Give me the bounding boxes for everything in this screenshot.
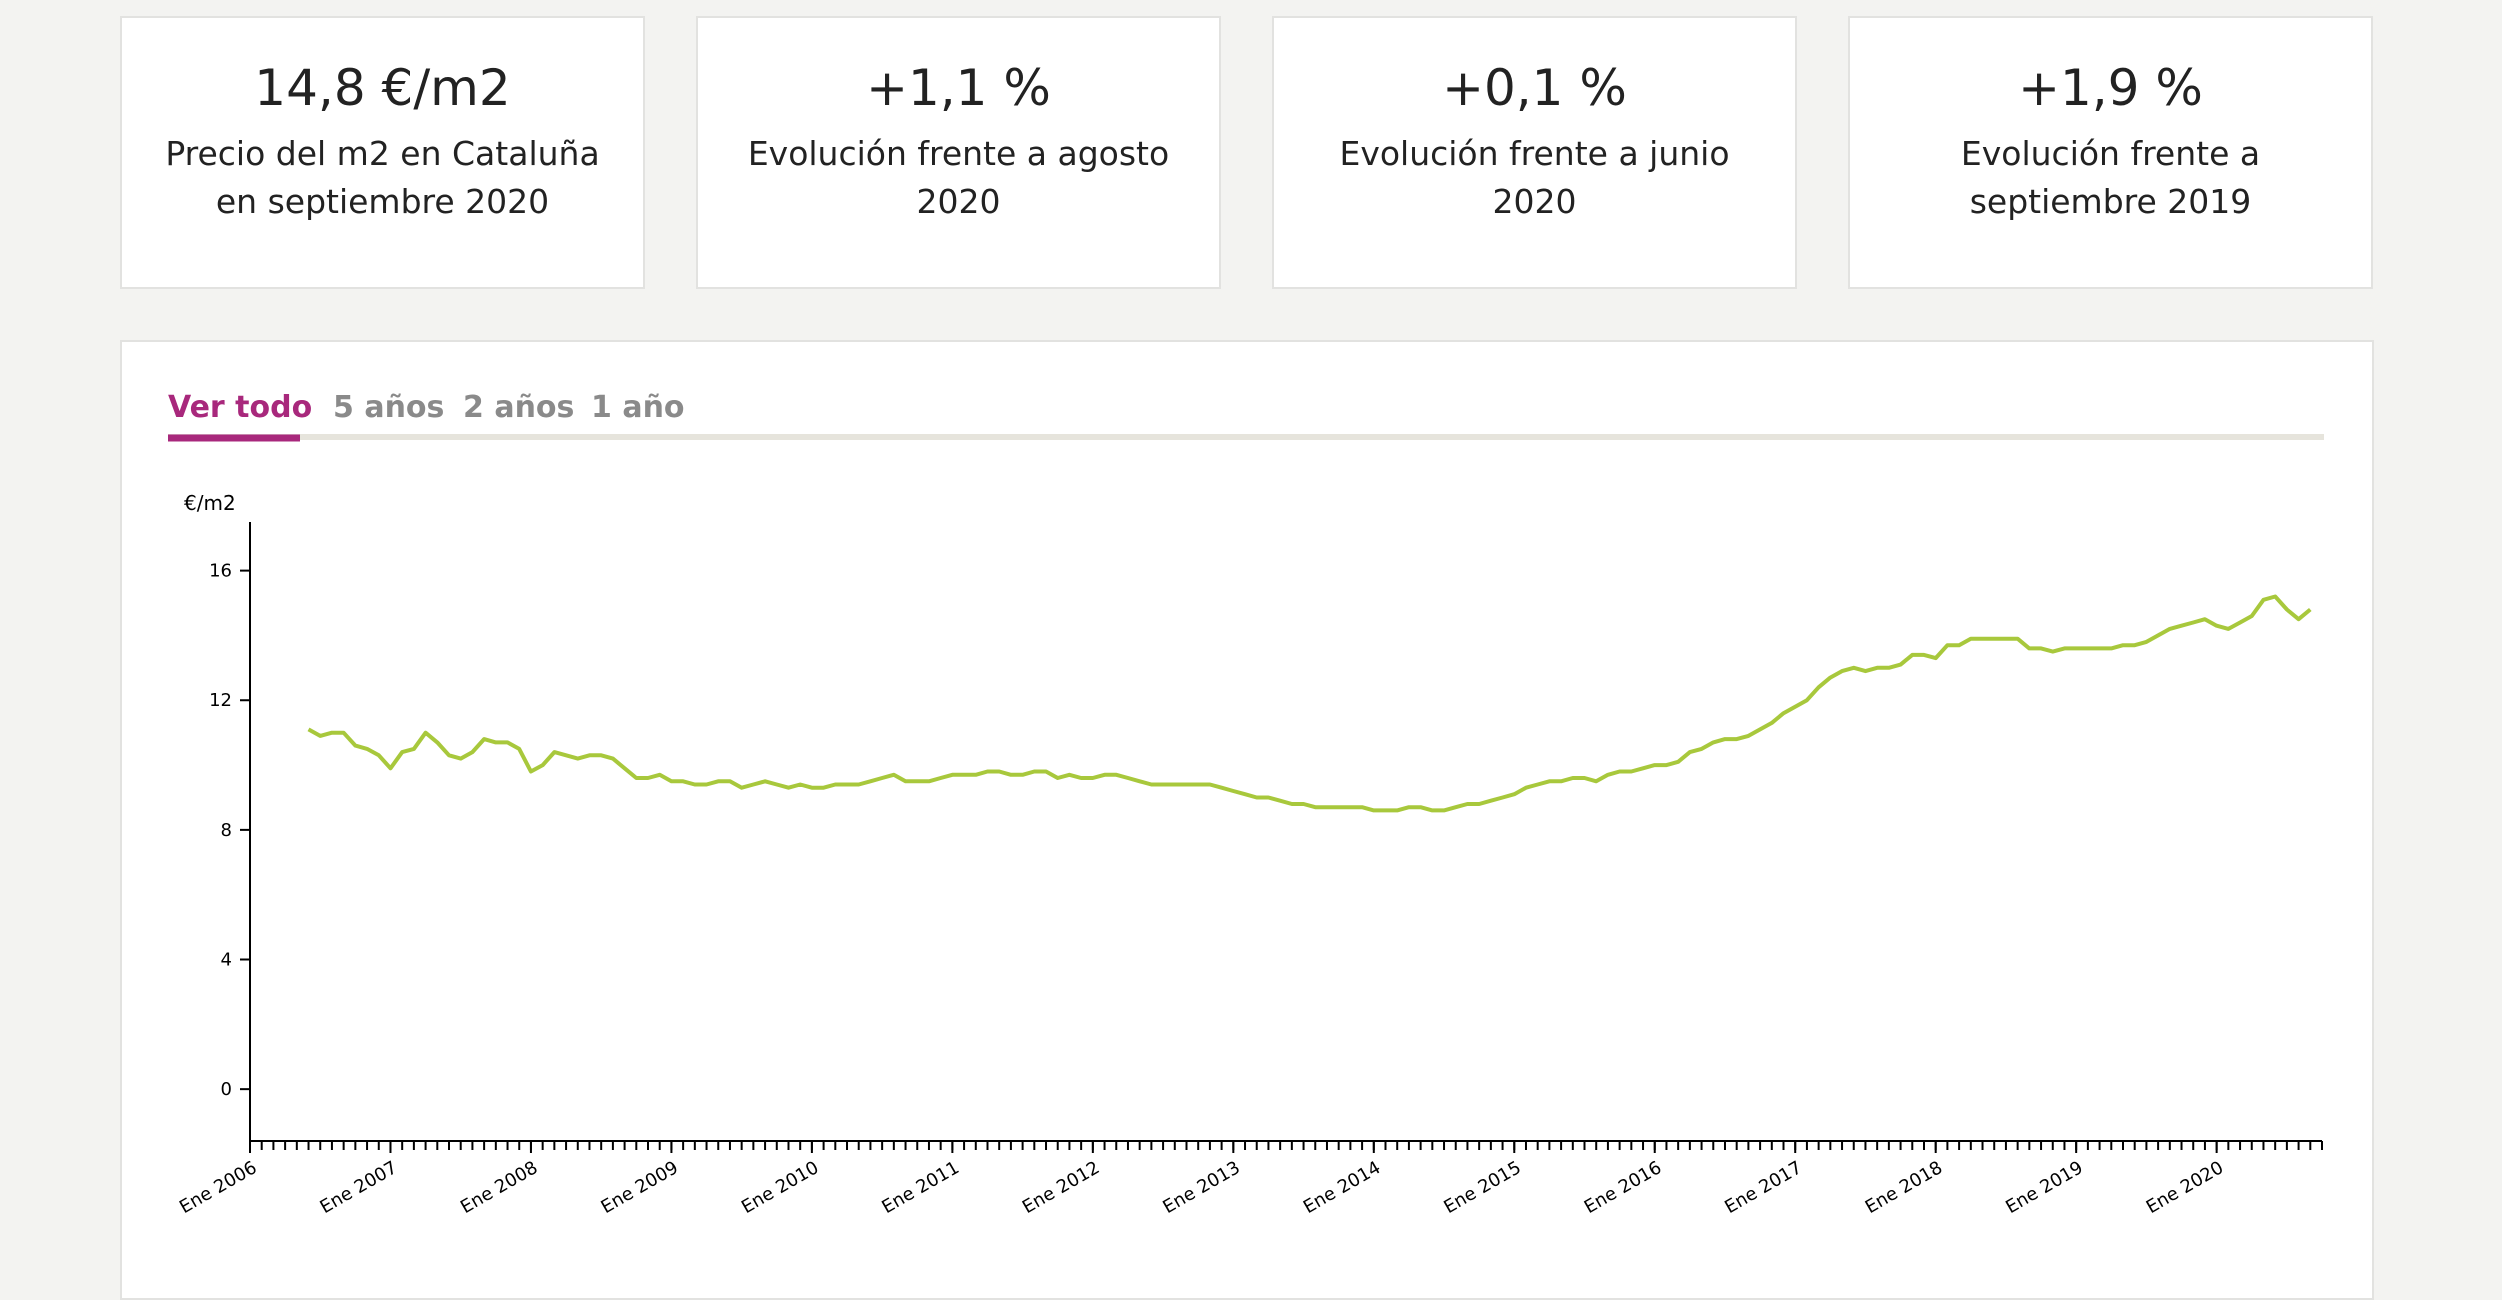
x-tick-label: Ene 2017 — [1721, 1157, 1805, 1218]
stat-card: 14,8 €/m2 Precio del m2 en Cataluña en se… — [120, 16, 645, 289]
stat-label: Evolución frente a septiembre 2019 — [1960, 134, 2261, 221]
x-tick-label: Ene 2014 — [1300, 1157, 1384, 1218]
y-axis-label: €/m2 — [184, 491, 236, 515]
y-tick-label: 4 — [221, 950, 232, 971]
tab[interactable]: 5 años — [333, 390, 444, 425]
stat-label: Precio del m2 en Cataluña en septiembre … — [165, 134, 600, 221]
x-tick-label: Ene 2018 — [1862, 1157, 1946, 1218]
x-tick-label: Ene 2015 — [1440, 1157, 1524, 1218]
tab[interactable]: Ver todo — [168, 390, 312, 425]
x-tick-label: Ene 2011 — [878, 1157, 962, 1218]
stat-label: Evolución frente a agosto 2020 — [747, 134, 1170, 221]
x-tick-label: Ene 2007 — [317, 1157, 401, 1218]
x-tick-label: Ene 2009 — [597, 1157, 681, 1218]
stat-card: +1,9 % Evolución frente a septiembre 2019 — [1848, 16, 2373, 289]
x-tick-label: Ene 2019 — [2002, 1157, 2086, 1218]
stat-card: +1,1 % Evolución frente a agosto 2020 — [696, 16, 1221, 289]
y-tick-label: 0 — [221, 1079, 232, 1100]
stat-card: +0,1 % Evolución frente a junio 2020 — [1272, 16, 1797, 289]
x-tick-label: Ene 2016 — [1581, 1157, 1665, 1218]
x-tick-label: Ene 2010 — [738, 1157, 822, 1218]
tab[interactable]: 2 años — [463, 390, 574, 425]
stat-label: Evolución frente a junio 2020 — [1339, 134, 1730, 221]
stat-value: +1,9 % — [2018, 59, 2203, 117]
x-tick-label: Ene 2013 — [1159, 1157, 1243, 1218]
y-tick-label: 16 — [209, 561, 232, 582]
stat-value: +0,1 % — [1442, 59, 1627, 117]
stat-value: 14,8 €/m2 — [254, 59, 511, 117]
x-tick-label: Ene 2020 — [2143, 1157, 2227, 1218]
tab[interactable]: 1 año — [591, 390, 685, 425]
stat-value: +1,1 % — [866, 59, 1051, 117]
data-line — [307, 594, 2312, 813]
chart: Ver todo 5 años 2 años 1 año €/m2 0 4 8 12 1… — [168, 390, 2324, 1218]
x-tick-label: Ene 2006 — [176, 1157, 260, 1218]
y-tick-label: 8 — [221, 820, 232, 841]
page: 14,8 €/m2 Precio del m2 en Cataluña en se… — [120, 16, 2374, 1300]
y-tick-label: 12 — [209, 690, 232, 711]
x-tick-label: Ene 2008 — [457, 1157, 541, 1218]
x-tick-label: Ene 2012 — [1019, 1157, 1103, 1218]
